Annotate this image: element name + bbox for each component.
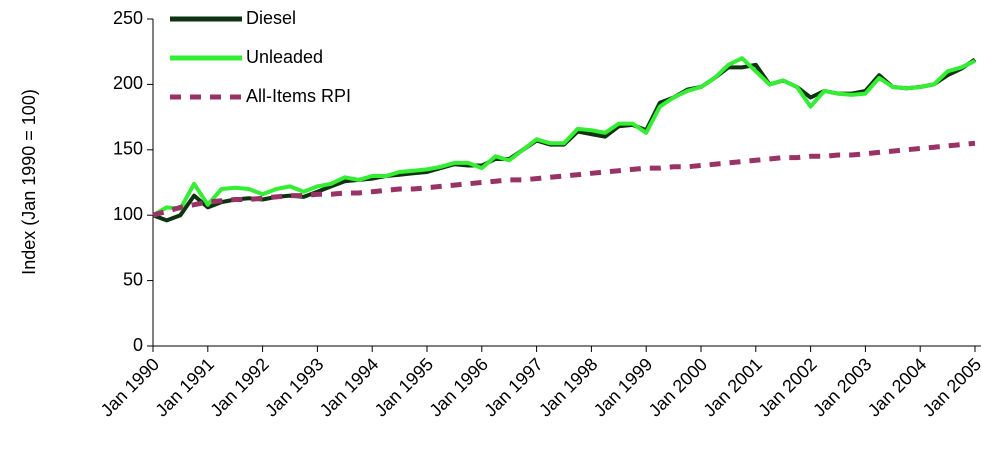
- series-line: [152, 56, 976, 217]
- x-tick-label: Jan 2002: [754, 354, 821, 421]
- x-tick-label: Jan 1992: [206, 354, 273, 421]
- x-tick-label: Jan 1994: [316, 354, 383, 421]
- y-axis-title: Index (Jan 1990 = 100): [19, 89, 39, 275]
- x-tick-label: Jan 1997: [480, 354, 547, 421]
- x-tick-label: Jan 1999: [590, 354, 657, 421]
- x-tick-label: Jan 1996: [425, 354, 492, 421]
- x-tick-label: Jan 1995: [371, 354, 438, 421]
- series-line: [152, 140, 976, 218]
- x-tick-label: Jan 2000: [645, 354, 712, 421]
- legend-label: Diesel: [246, 8, 296, 28]
- x-tick-label: Jan 2001: [699, 354, 766, 421]
- y-tick-label: 0: [133, 335, 143, 355]
- x-tick-label: Jan 2004: [864, 354, 931, 421]
- y-tick-label: 250: [113, 8, 143, 28]
- x-tick-label: Jan 1990: [97, 354, 164, 421]
- legend-label: Unleaded: [246, 47, 323, 67]
- x-tick-label: Jan 1991: [151, 354, 218, 421]
- y-tick-label: 50: [123, 269, 143, 289]
- legend-label: All-Items RPI: [246, 86, 351, 106]
- x-tick-label: Jan 1993: [261, 354, 328, 421]
- x-tick-label: Jan 2005: [919, 354, 983, 421]
- y-tick-label: 150: [113, 139, 143, 159]
- x-tick-label: Jan 1998: [535, 354, 602, 421]
- y-tick-label: 100: [113, 204, 143, 224]
- y-tick-label: 200: [113, 73, 143, 93]
- x-tick-label: Jan 2003: [809, 354, 876, 421]
